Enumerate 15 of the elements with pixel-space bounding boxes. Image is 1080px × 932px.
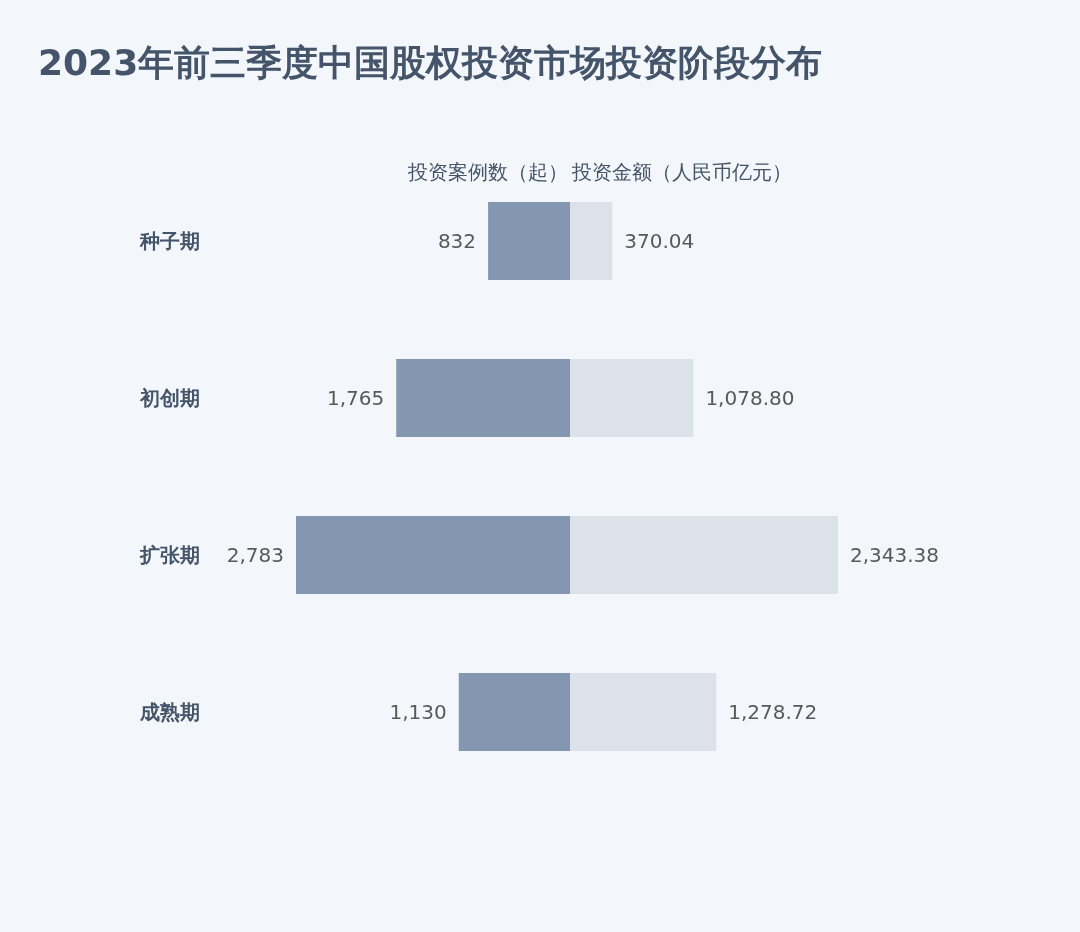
series-label: 投资案例数（起） <box>407 160 568 184</box>
y-tick-label: 成熟期 <box>139 700 200 724</box>
chart-title: 2023年前三季度中国股权投资市场投资阶段分布 <box>38 41 823 83</box>
y-tick-label: 初创期 <box>139 386 200 410</box>
data-label: 832 <box>437 229 477 253</box>
data-label: 370.04 <box>624 229 695 253</box>
series-label: 投资金额（人民币亿元） <box>571 160 792 184</box>
data-label: 2,783 <box>226 543 284 567</box>
data-label: 1,765 <box>326 386 385 410</box>
data-label: 1,278.72 <box>728 700 818 724</box>
y-tick-label: 扩张期 <box>139 543 200 567</box>
y-tick-label: 种子期 <box>139 229 200 253</box>
data-label: 1,130 <box>389 700 447 724</box>
data-label: 1,078.80 <box>705 386 795 410</box>
data-label: 2,343.38 <box>850 543 940 567</box>
